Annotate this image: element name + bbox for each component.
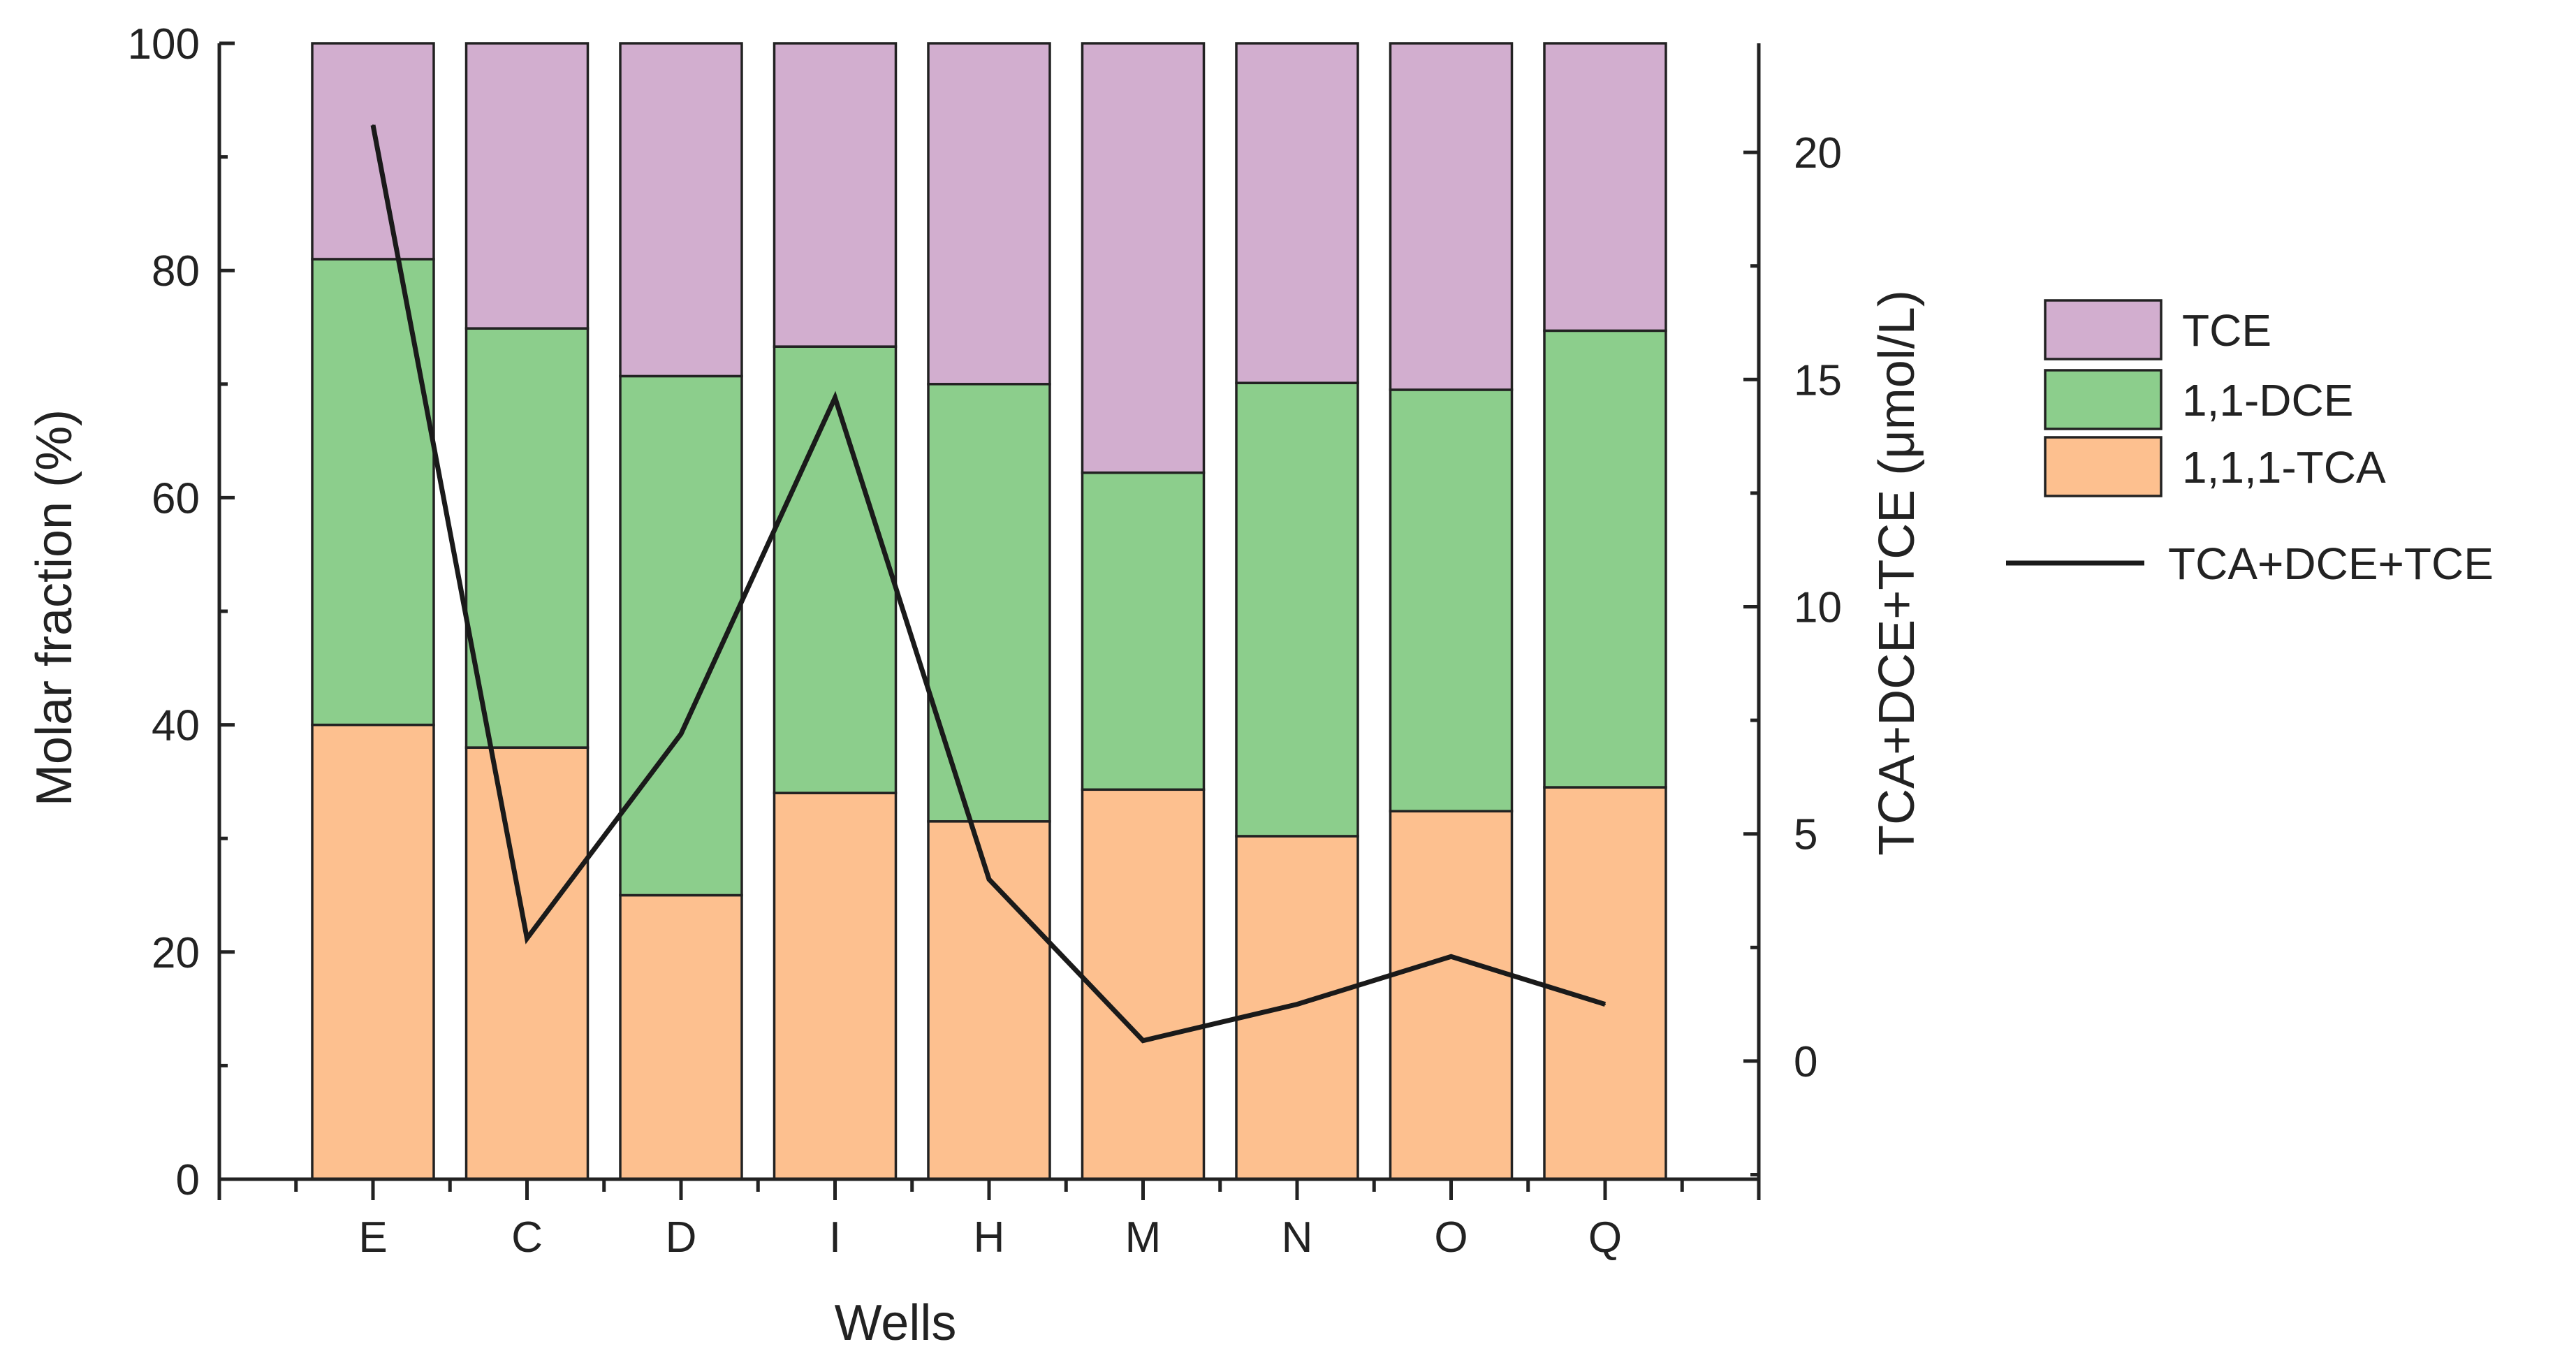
bar-segment-Q-1-1-dce [1543, 329, 1667, 789]
x-tick-label-Q: Q [1588, 1213, 1622, 1262]
bar-segment-Q-1-1-1-tca [1543, 786, 1667, 1181]
y2-tick-label-15: 15 [1794, 356, 1842, 404]
bar-segment-O-1-1-1-tca [1389, 810, 1514, 1181]
y2-tick-label-5: 5 [1794, 811, 1817, 859]
line-point-Q [1604, 1003, 1606, 1005]
y2-tick-label-20: 20 [1794, 129, 1842, 177]
bar-segment-C-tce [464, 42, 590, 330]
bar-segment-C-1-1-1-tca [464, 746, 590, 1181]
bar-segment-D-1-1-1-tca [619, 893, 743, 1181]
bar-segment-I-1-1-1-tca [773, 791, 898, 1181]
y-tick-label-60: 60 [152, 474, 200, 523]
x-tick-label-D: D [666, 1213, 697, 1262]
y-tick-label-40: 40 [152, 702, 200, 750]
bar-segment-H-1-1-dce [927, 383, 1051, 823]
bars-layer [311, 42, 1667, 1181]
bar-segment-E-tce [311, 42, 435, 261]
bar-segment-N-1-1-dce [1235, 381, 1359, 838]
x-tick-label-E: E [358, 1213, 387, 1262]
x-tick-label-H: H [974, 1213, 1005, 1262]
x-axis-title: Wells [835, 1295, 957, 1351]
ticks-layer: 0 20 40 60 80 100 0 5 10 15 20 E C D I H M N O Q [128, 20, 1842, 1262]
bar-segment-E-1-1-dce [311, 258, 435, 727]
x-tick-label-N: N [1282, 1213, 1313, 1262]
bar-segment-C-1-1-dce [464, 327, 590, 749]
bar-segment-O-tce [1389, 42, 1514, 391]
bar-segment-M-1-1-1-tca [1081, 788, 1206, 1181]
x-tick-label-O: O [1434, 1213, 1468, 1262]
legend-swatch-1-1-dce [2044, 369, 2162, 430]
line-point-M [1142, 1039, 1144, 1042]
y-tick-label-100: 100 [128, 20, 200, 68]
legend-label-1-1-1-tca: 1,1,1-TCA [2182, 442, 2386, 492]
line-point-E [372, 124, 374, 126]
y-axis-title: Molar fraction (%) [27, 409, 82, 806]
line-point-I [834, 397, 836, 399]
bar-segment-E-1-1-1-tca [311, 723, 435, 1181]
y2-tick-label-10: 10 [1794, 583, 1842, 632]
bar-segment-M-tce [1081, 42, 1206, 474]
y-tick-label-0: 0 [176, 1156, 200, 1204]
legend-label-tce: TCE [2182, 305, 2271, 356]
bar-segment-D-1-1-dce [619, 374, 743, 897]
legend-swatch-1-1-1-tca [2044, 436, 2162, 497]
bar-segment-I-1-1-dce [773, 345, 898, 794]
y-tick-label-20: 20 [152, 929, 200, 977]
y2-tick-label-0: 0 [1794, 1038, 1817, 1086]
legend-swatch-tce [2044, 299, 2162, 360]
bar-segment-M-1-1-dce [1081, 471, 1206, 791]
bar-segment-H-tce [927, 42, 1051, 386]
bar-segment-Q-tce [1543, 42, 1667, 333]
bar-segment-D-tce [619, 42, 743, 378]
line-point-D [680, 733, 682, 735]
bar-segment-N-tce [1235, 42, 1359, 384]
legend-label-tca-dce-tce: TCA+DCE+TCE [2168, 539, 2494, 589]
legend-label-1-1-dce: 1,1-DCE [2182, 375, 2353, 425]
line-point-N [1296, 1003, 1298, 1005]
x-tick-label-I: I [829, 1213, 841, 1262]
line-point-C [526, 937, 528, 940]
y2-axis-title: TCA+DCE+TCE (μmol/L) [1869, 290, 1925, 856]
bar-segment-O-1-1-dce [1389, 388, 1514, 812]
x-tick-label-C: C [511, 1213, 543, 1262]
legend: TCE 1,1-DCE 1,1,1-TCA TCA+DCE+TCE [2006, 299, 2494, 589]
line-point-H [988, 878, 990, 880]
line-layer [370, 124, 1607, 1044]
bar-segment-N-1-1-1-tca [1235, 835, 1359, 1181]
line-point-O [1450, 956, 1452, 958]
x-tick-label-M: M [1125, 1213, 1162, 1262]
y-tick-label-80: 80 [152, 247, 200, 295]
bar-segment-I-tce [773, 42, 898, 348]
